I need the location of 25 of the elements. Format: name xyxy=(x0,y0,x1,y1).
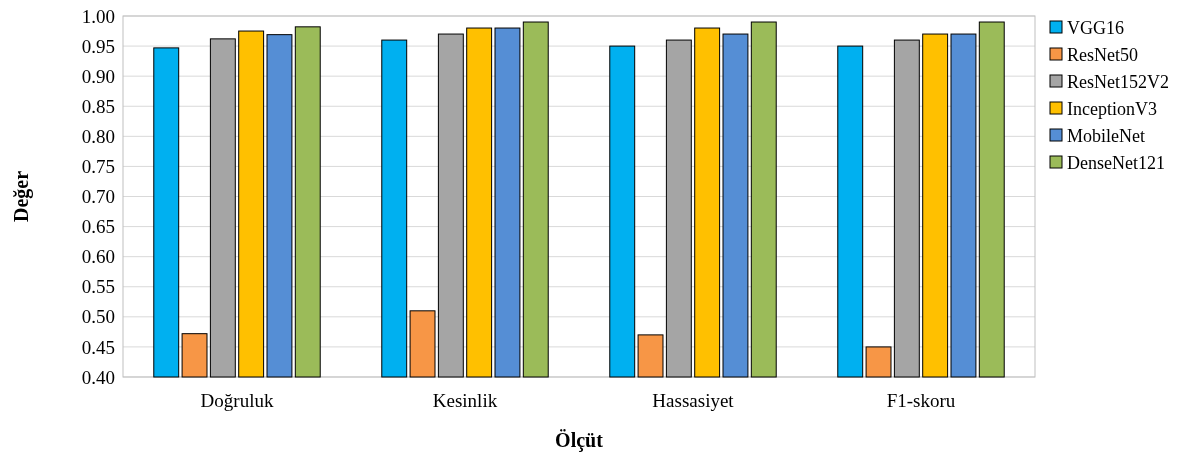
legend-label: VGG16 xyxy=(1067,18,1124,39)
legend-label: ResNet152V2 xyxy=(1067,72,1169,93)
y-tick-label: 0.70 xyxy=(81,186,115,208)
y-tick-label: 0.55 xyxy=(81,276,115,298)
y-tick-label: 1.00 xyxy=(81,5,115,27)
y-tick-label: 0.50 xyxy=(81,306,115,328)
x-tick-label: Kesinlik xyxy=(432,390,498,411)
y-tick-label: 0.95 xyxy=(81,35,115,57)
y-tick-label: 0.85 xyxy=(81,95,115,117)
y-axis-title: Değer xyxy=(10,170,33,223)
x-axis-title: Ölçüt xyxy=(555,429,604,452)
legend-label: DenseNet121 xyxy=(1067,153,1165,174)
legend-label: ResNet50 xyxy=(1067,45,1138,66)
y-tick-label: 0.60 xyxy=(81,246,115,268)
y-tick-label: 0.45 xyxy=(81,336,115,358)
y-tick-label: 0.40 xyxy=(81,366,115,388)
x-tick-label: Hassasiyet xyxy=(652,390,735,411)
x-tick-label: F1-skoru xyxy=(886,390,956,411)
y-tick-label: 0.75 xyxy=(81,156,115,178)
legend-label: MobileNet xyxy=(1067,126,1145,147)
y-tick-label: 0.90 xyxy=(81,65,115,87)
y-tick-label: 0.80 xyxy=(81,125,115,147)
y-tick-label: 0.65 xyxy=(81,216,115,238)
legend-label: InceptionV3 xyxy=(1067,99,1157,120)
x-tick-label: Doğruluk xyxy=(200,390,274,411)
